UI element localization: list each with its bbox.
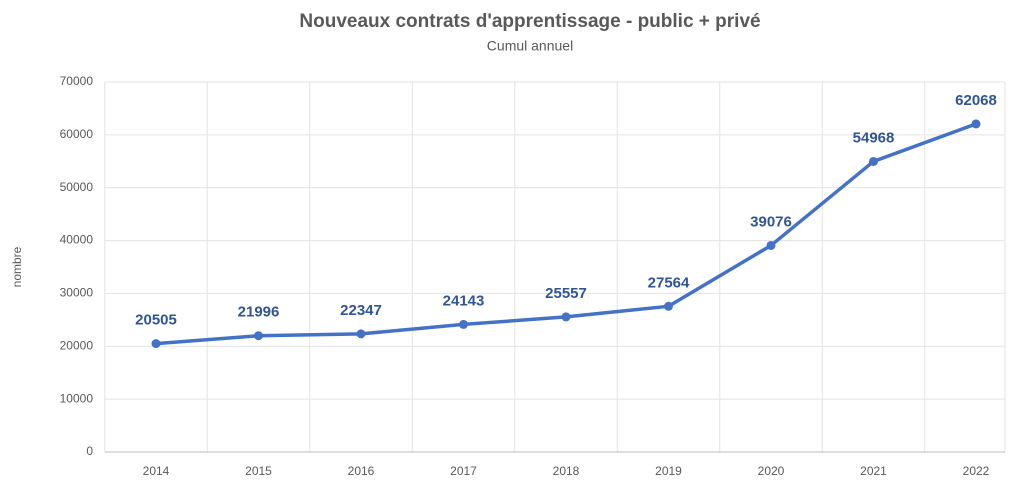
y-tick-label: 60000 bbox=[60, 127, 94, 141]
x-tick-label: 2020 bbox=[758, 464, 785, 478]
x-tick-label: 2019 bbox=[655, 464, 682, 478]
y-tick-label: 40000 bbox=[60, 233, 94, 247]
data-label: 27564 bbox=[648, 274, 690, 291]
x-tick-label: 2014 bbox=[143, 464, 170, 478]
x-tick-label: 2017 bbox=[450, 464, 477, 478]
data-label: 21996 bbox=[238, 304, 280, 321]
data-point bbox=[766, 240, 776, 250]
y-tick-label: 0 bbox=[86, 444, 93, 458]
x-tick-label: 2015 bbox=[245, 464, 272, 478]
x-tick-label: 2016 bbox=[348, 464, 375, 478]
data-point bbox=[869, 156, 878, 166]
y-axis-label: nombre bbox=[10, 246, 24, 287]
data-point bbox=[561, 312, 571, 322]
y-tick-label: 50000 bbox=[60, 180, 94, 194]
x-tick-label: 2018 bbox=[553, 464, 580, 478]
data-label: 54968 bbox=[853, 129, 895, 146]
data-label: 22347 bbox=[340, 302, 382, 319]
x-tick-label: 2021 bbox=[860, 464, 887, 478]
data-point bbox=[459, 319, 468, 329]
data-label: 39076 bbox=[750, 213, 792, 230]
chart-title: Nouveaux contrats d'apprentissage - publ… bbox=[299, 11, 760, 32]
data-label: 24143 bbox=[443, 292, 485, 309]
data-point bbox=[151, 339, 161, 349]
y-tick-label: 30000 bbox=[60, 286, 94, 300]
data-point bbox=[254, 331, 263, 341]
chart-subtitle: Cumul annuel bbox=[487, 38, 573, 54]
x-tick-label: 2022 bbox=[963, 464, 990, 478]
data-point bbox=[356, 329, 366, 339]
y-tick-label: 20000 bbox=[60, 338, 94, 352]
data-label: 20505 bbox=[135, 312, 177, 329]
y-tick-label: 70000 bbox=[60, 74, 94, 88]
data-label: 62068 bbox=[955, 92, 997, 109]
data-point bbox=[664, 301, 673, 311]
y-tick-label: 10000 bbox=[60, 391, 94, 405]
data-label: 25557 bbox=[545, 285, 587, 302]
data-point bbox=[971, 119, 981, 129]
